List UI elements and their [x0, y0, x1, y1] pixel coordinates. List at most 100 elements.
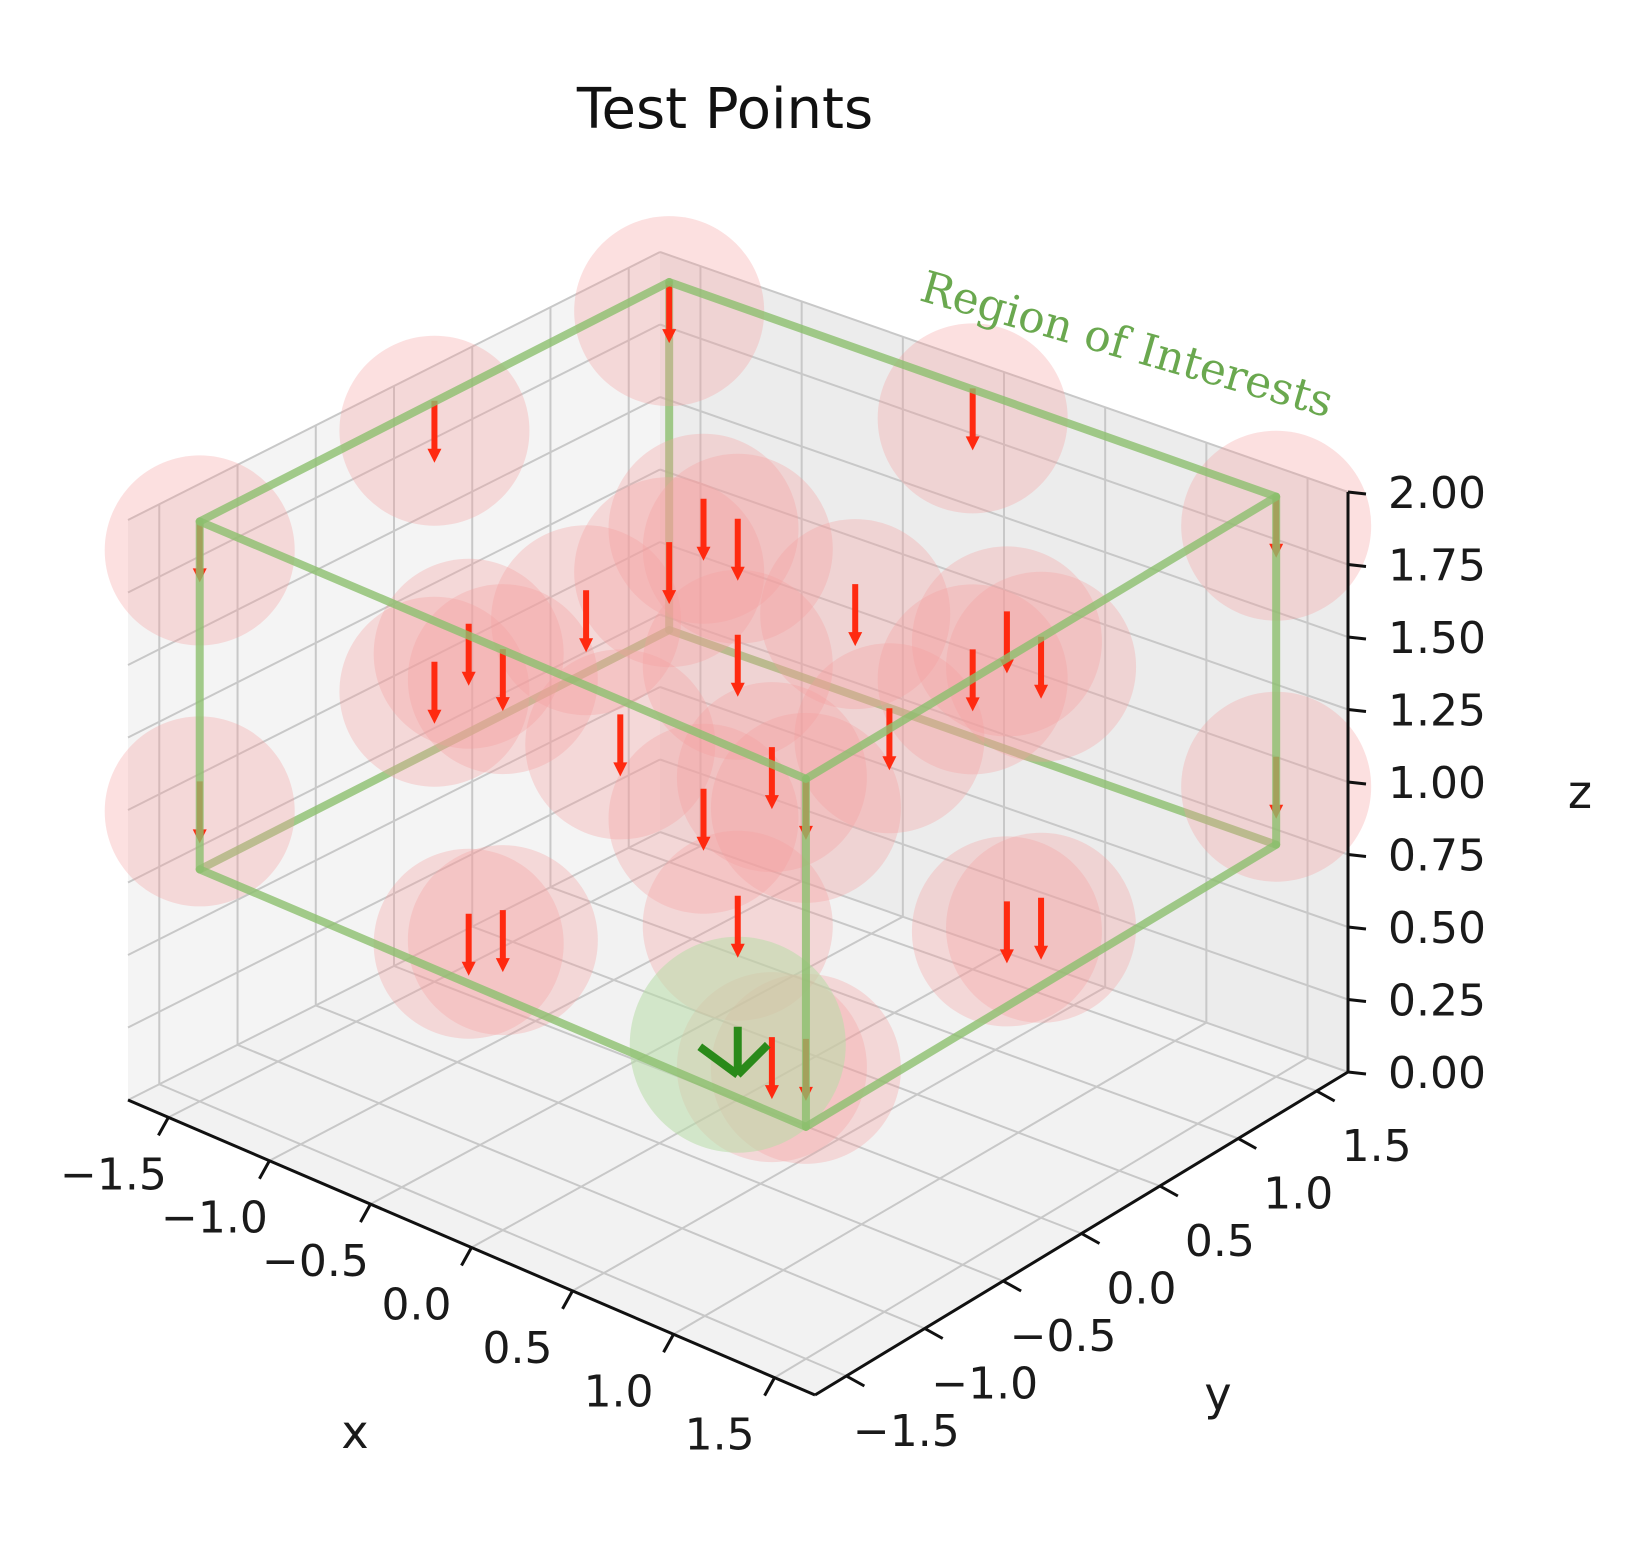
- chart-title: Test Points: [576, 77, 873, 142]
- z-tick-label: 0.75: [1388, 831, 1486, 882]
- y-tick: [1080, 1232, 1101, 1245]
- z-tick: [1347, 1070, 1367, 1076]
- grid-line: [127, 396, 661, 666]
- test-point-arrowhead: [427, 709, 442, 724]
- x-tick: [258, 1160, 271, 1180]
- y-tick-label: 0.0: [1107, 1264, 1177, 1315]
- test-point-arrowhead: [662, 590, 677, 605]
- grid-line: [127, 323, 661, 594]
- z-tick-label: 1.75: [1388, 541, 1486, 592]
- region-front-edges: [195, 278, 1281, 1131]
- z-tick: [1347, 563, 1367, 568]
- arrow-layer: [192, 281, 1284, 1101]
- test-point-arrowhead: [848, 632, 863, 647]
- y-tick-label: 1.5: [1342, 1121, 1412, 1172]
- z-tick: [1347, 635, 1367, 641]
- origin-arrow: [734, 1041, 771, 1078]
- test-point-arrowhead: [1034, 684, 1049, 699]
- z-tick-label: 0.00: [1388, 1048, 1486, 1099]
- y-tick: [1002, 1279, 1022, 1293]
- z-tick-label: 0.50: [1388, 903, 1486, 954]
- grid-line: [659, 613, 1349, 856]
- z-tick-label: 1.50: [1388, 613, 1486, 664]
- test-point-arrowhead: [764, 1085, 779, 1100]
- test-point-arrowhead: [696, 836, 711, 851]
- test-point-arrowhead: [1034, 945, 1049, 960]
- x-tick-label: 0.5: [483, 1323, 553, 1374]
- z-tick: [1347, 490, 1367, 496]
- grid-line: [550, 886, 1239, 1140]
- grid-line: [237, 1043, 926, 1330]
- region-edge: [801, 840, 1281, 1131]
- test-point-arrowhead: [882, 756, 897, 771]
- z-axis-label: z: [1568, 765, 1592, 819]
- test-point-arrowhead: [579, 638, 594, 653]
- region-edge: [801, 492, 1281, 783]
- grid-line: [315, 1004, 1004, 1282]
- y-tick: [924, 1327, 944, 1340]
- test-point-arrowhead: [764, 795, 779, 810]
- test-point-arrowhead: [730, 566, 745, 581]
- test-point-arrowhead: [730, 943, 745, 958]
- grid-line: [659, 468, 1349, 711]
- test-point-arrowhead: [461, 961, 476, 976]
- x-tick: [662, 1333, 675, 1353]
- y-tick: [1315, 1089, 1336, 1103]
- z-tick-label: 1.00: [1388, 758, 1486, 809]
- grid-line: [659, 396, 1349, 638]
- region-edge: [195, 517, 810, 783]
- test-point-arrowhead: [730, 682, 745, 697]
- x-tick-label: −1.0: [161, 1193, 268, 1244]
- grid-line: [127, 251, 661, 521]
- grid-line: [628, 846, 1317, 1092]
- sphere-layer: [104, 216, 1372, 1164]
- x-tick: [157, 1116, 170, 1137]
- test-point-arrowhead: [495, 958, 510, 973]
- x-tick-label: −1.5: [60, 1149, 167, 1200]
- grid-line: [127, 758, 661, 1029]
- x-tick-label: 0.0: [382, 1280, 452, 1331]
- test-point-arrowhead: [662, 329, 677, 344]
- origin-arrow: [697, 1043, 741, 1078]
- test-point-arrowhead: [495, 697, 510, 712]
- region-edge: [665, 626, 1281, 849]
- test-point-arrowhead: [461, 671, 476, 686]
- x-tick-label: −0.5: [262, 1236, 369, 1287]
- y-tick: [845, 1374, 866, 1388]
- x-tick-label: 1.5: [685, 1410, 755, 1461]
- region-edge: [195, 626, 674, 874]
- test-point-arrowhead: [965, 697, 980, 712]
- test-point-arrowhead: [999, 949, 1014, 964]
- y-tick-label: −1.0: [931, 1359, 1038, 1410]
- y-tick-label: −0.5: [1010, 1311, 1117, 1362]
- test-point-arrowhead: [696, 546, 711, 561]
- grid-line: [659, 251, 1349, 493]
- z-tick-label: 0.25: [1388, 976, 1486, 1027]
- grid-line: [127, 541, 661, 811]
- grid-line: [659, 686, 1349, 928]
- z-tick: [1347, 998, 1367, 1003]
- axis-lines-and-ticks: −1.5−1.0−0.50.00.51.01.5 −1.5−1.0−0.50.00…: [60, 468, 1486, 1461]
- grid-line: [127, 613, 661, 884]
- y-tick-label: 1.0: [1263, 1169, 1333, 1220]
- x-tick: [561, 1290, 574, 1310]
- y-axis-label: y: [1204, 1367, 1231, 1421]
- grid-line: [127, 686, 661, 956]
- grid-line: [127, 831, 661, 1101]
- z-tick: [1347, 780, 1367, 786]
- test-point-arrowhead: [965, 436, 980, 451]
- test-point-arrowhead: [613, 762, 628, 777]
- test-point-arrowhead: [427, 448, 442, 463]
- x-tick-label: 1.0: [584, 1366, 654, 1417]
- z-tick: [1347, 853, 1367, 858]
- x-tick: [763, 1376, 776, 1397]
- z-tick-label: 2.00: [1388, 468, 1486, 519]
- region-edge: [195, 278, 674, 526]
- y-tick-label: −1.5: [853, 1406, 960, 1457]
- y-tick: [1159, 1184, 1179, 1198]
- region-edge: [665, 278, 1281, 501]
- grid-line: [158, 1083, 847, 1377]
- z-tick-label: 1.25: [1388, 686, 1486, 737]
- region-edge: [195, 865, 810, 1131]
